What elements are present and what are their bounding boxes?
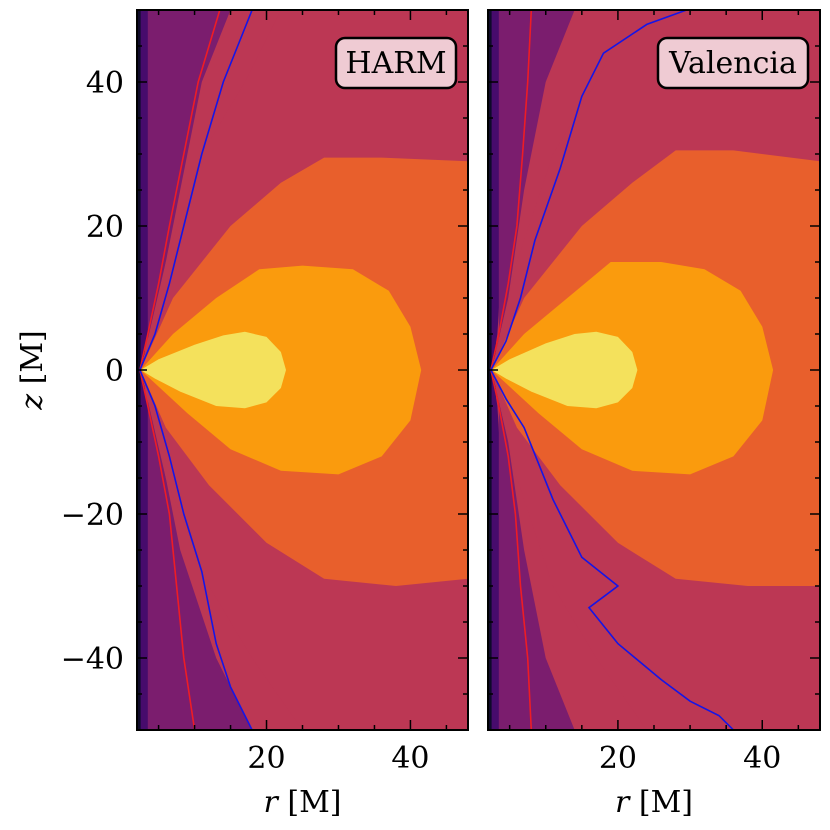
y-tick-label: −40 bbox=[61, 642, 124, 677]
y-tick-label: −20 bbox=[61, 498, 124, 533]
x-tick-label: 40 bbox=[743, 741, 781, 776]
y-tick-label: 40 bbox=[86, 66, 124, 101]
y-tick-label: 20 bbox=[86, 210, 124, 245]
harm-contour-level-3 bbox=[140, 10, 253, 730]
harm-plot-area bbox=[137, 10, 468, 730]
harm-label-box bbox=[334, 36, 458, 90]
harm-panel: HARM bbox=[136, 9, 469, 731]
x-axis: 20 40 r [M] 20 40 r [M] bbox=[247, 741, 781, 820]
valencia-plot-area bbox=[488, 10, 820, 730]
y-axis-label: z [M] bbox=[15, 330, 50, 410]
x-tick-label: 40 bbox=[391, 741, 429, 776]
panels: HARM Valencia bbox=[136, 9, 821, 731]
valencia-blue-contour-line bbox=[489, 10, 734, 730]
harm-contour-level-7 bbox=[140, 331, 286, 409]
harm-blue-contour-line bbox=[139, 10, 253, 730]
x-axis-label: r [M] bbox=[615, 785, 693, 820]
valencia-contour-level-7 bbox=[491, 331, 638, 409]
x-tick-label: 20 bbox=[599, 741, 637, 776]
y-axis: 40 20 0 −20 −40 z [M] bbox=[15, 66, 124, 677]
y-tick-label: 0 bbox=[105, 354, 124, 389]
valencia-contour-level-3 bbox=[491, 10, 575, 730]
valencia-label: Valencia bbox=[668, 46, 797, 81]
harm-label: HARM bbox=[345, 46, 446, 81]
valencia-panel: Valencia bbox=[487, 9, 821, 731]
x-tick-label: 20 bbox=[247, 741, 285, 776]
x-axis-label: r [M] bbox=[263, 785, 341, 820]
valencia-label-box bbox=[656, 36, 810, 90]
